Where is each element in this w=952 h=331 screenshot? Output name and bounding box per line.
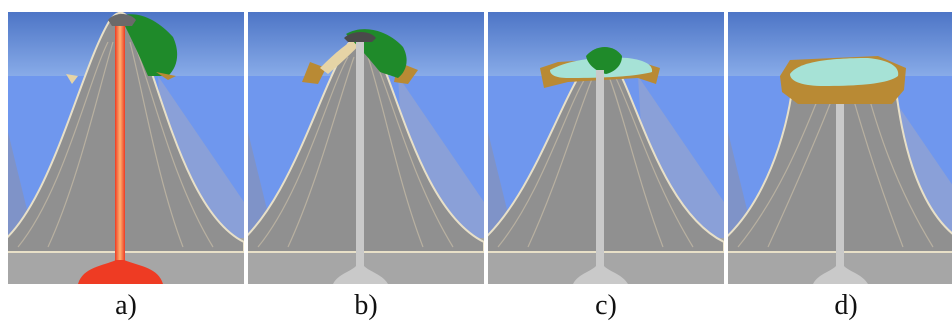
strata-line [851, 93, 904, 248]
extinct-conduit [596, 70, 604, 268]
caption-b: b) [354, 290, 378, 321]
strata-line [867, 93, 934, 248]
strata-line [497, 73, 589, 248]
extinct-conduit [836, 104, 844, 268]
strata-line [737, 93, 821, 248]
left-back-slope [728, 132, 750, 242]
crater-rim [344, 32, 376, 42]
strata-line [257, 56, 349, 248]
strata-line [373, 56, 454, 248]
strata-line [47, 41, 114, 248]
fringing-reef [156, 72, 176, 80]
caption-d: d) [834, 290, 858, 321]
strata-line [367, 56, 424, 248]
strata-line [613, 73, 694, 248]
strata-line [767, 93, 835, 248]
strata-line [527, 73, 595, 248]
strata-line [133, 41, 214, 248]
crater-rim [108, 14, 136, 26]
strata-line [607, 73, 664, 248]
panel-b-barrier-reef [248, 12, 484, 284]
panel-d-atoll [728, 12, 952, 284]
strata-line [129, 41, 184, 248]
strata-line [17, 41, 109, 248]
volcano-diagram-c [488, 12, 724, 284]
vegetation [586, 47, 622, 74]
extinct-conduit [356, 42, 364, 268]
lagoon-fringe [320, 38, 362, 74]
atoll-lagoon [790, 58, 899, 86]
volcano-diagram-b [248, 12, 484, 284]
extinct-chamber [333, 266, 388, 284]
magma-chamber [78, 260, 163, 284]
panel-a-fringing-reef [8, 12, 244, 284]
volcano-diagram-a [8, 12, 244, 284]
strata-line [287, 56, 355, 248]
volcano-diagram-d [728, 12, 952, 284]
fringing-reef [66, 74, 78, 84]
caption-c: c) [595, 290, 617, 321]
caption-a: a) [115, 290, 137, 321]
extinct-chamber [813, 266, 868, 284]
extinct-chamber [573, 266, 628, 284]
barrier-reef [302, 62, 326, 84]
vegetation [120, 14, 178, 76]
magma-conduit [115, 26, 125, 276]
panel-c-lagoon [488, 12, 724, 284]
